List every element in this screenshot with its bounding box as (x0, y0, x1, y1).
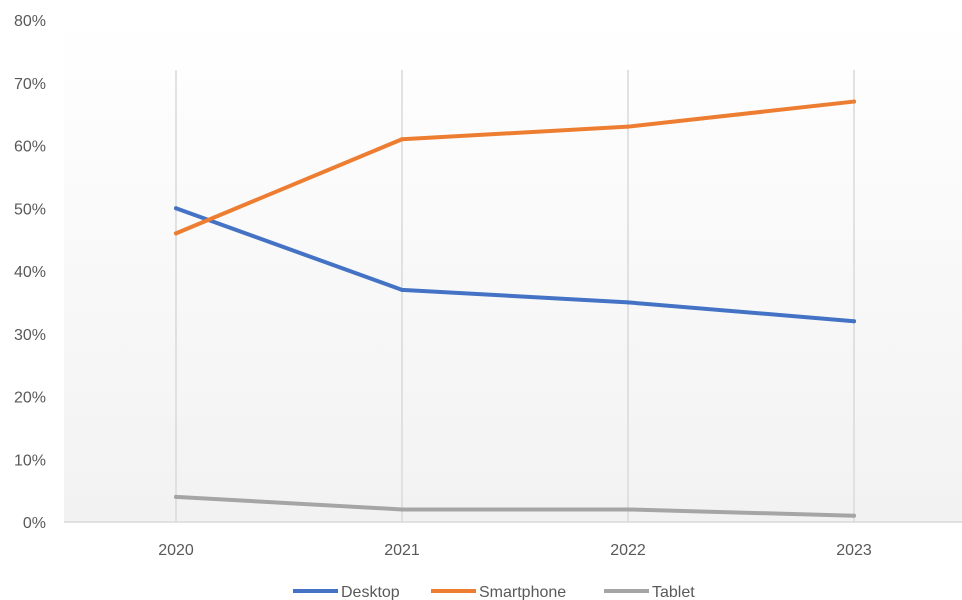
series-line-desktop (174, 206, 856, 324)
legend-label-desktop: Desktop (341, 584, 400, 600)
x-tick-label: 2021 (384, 542, 420, 559)
x-tick-label: 2023 (836, 542, 872, 559)
y-tick-label: 80% (14, 13, 46, 30)
y-tick-label: 60% (14, 139, 46, 156)
y-tick-label: 50% (14, 201, 46, 218)
plot-area (64, 20, 962, 522)
legend-label-tablet: Tablet (652, 584, 695, 600)
x-tick-label: 2020 (158, 542, 194, 559)
data-point-smartphone (626, 124, 630, 129)
series-line-tablet (174, 494, 856, 518)
data-point-smartphone (400, 137, 404, 142)
data-point-smartphone (174, 231, 178, 236)
data-point-tablet (400, 507, 404, 512)
y-tick-label: 70% (14, 76, 46, 93)
x-tick-label: 2022 (610, 542, 646, 559)
y-tick-label: 10% (14, 452, 46, 469)
data-point-tablet (852, 513, 856, 518)
data-point-desktop (626, 300, 630, 305)
y-tick-label: 20% (14, 390, 46, 407)
data-point-desktop (852, 319, 856, 324)
data-point-tablet (174, 494, 178, 499)
data-point-desktop (400, 287, 404, 292)
legend-label-smartphone: Smartphone (479, 584, 566, 600)
data-point-smartphone (852, 99, 856, 104)
y-tick-label: 0% (23, 515, 46, 532)
data-point-tablet (626, 507, 630, 512)
series-line-smartphone (174, 99, 856, 236)
data-point-desktop (174, 206, 178, 211)
y-tick-label: 30% (14, 327, 46, 344)
y-tick-label: 40% (14, 264, 46, 281)
